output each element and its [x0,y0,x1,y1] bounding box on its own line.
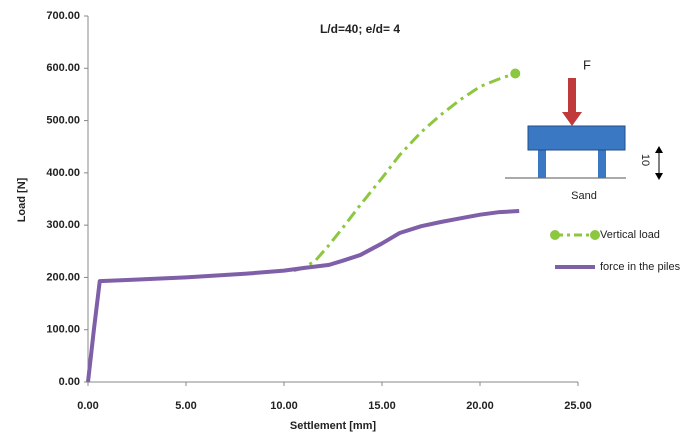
end-marker [510,68,521,79]
series-line [293,72,516,273]
y-tick-label: 700.00 [46,10,80,22]
y-tick-label: 100.00 [46,324,80,336]
inset-diagram: F Sand 10 [505,57,663,202]
y-tick-label: 0.00 [59,376,80,388]
y-axis-label: Load [N] [16,177,28,222]
pile [538,150,546,178]
x-tick-label: 5.00 [175,400,196,412]
arrow-head [655,146,663,153]
legend-marker [550,230,560,240]
soil-label: Sand [571,190,597,202]
force-label: F [583,57,591,72]
x-tick-label: 25.00 [564,400,592,412]
pile-cap [527,125,626,151]
x-axis-label: Settlement [mm] [290,420,377,432]
y-tick-label: 500.00 [46,114,80,126]
chart-title: L/d=40; e/d= 4 [320,22,400,36]
height-label: 10 [639,154,651,166]
x-tick-label: 10.00 [270,400,298,412]
legend-label: force in the piles [600,261,681,273]
x-tick-label: 15.00 [368,400,396,412]
arrow-head [655,173,663,180]
force-arrow-head [562,112,582,126]
series-line [86,209,520,383]
pile [598,150,606,178]
legend-label: Vertical load [600,229,660,241]
x-tick-label: 20.00 [466,400,494,412]
x-tick-label: 0.00 [77,400,98,412]
y-tick-label: 200.00 [46,271,80,283]
y-tick-label: 600.00 [46,62,80,74]
y-tick-label: 400.00 [46,167,80,179]
force-arrow [568,78,576,114]
y-tick-label: 300.00 [46,219,80,231]
legend-marker [590,230,600,240]
